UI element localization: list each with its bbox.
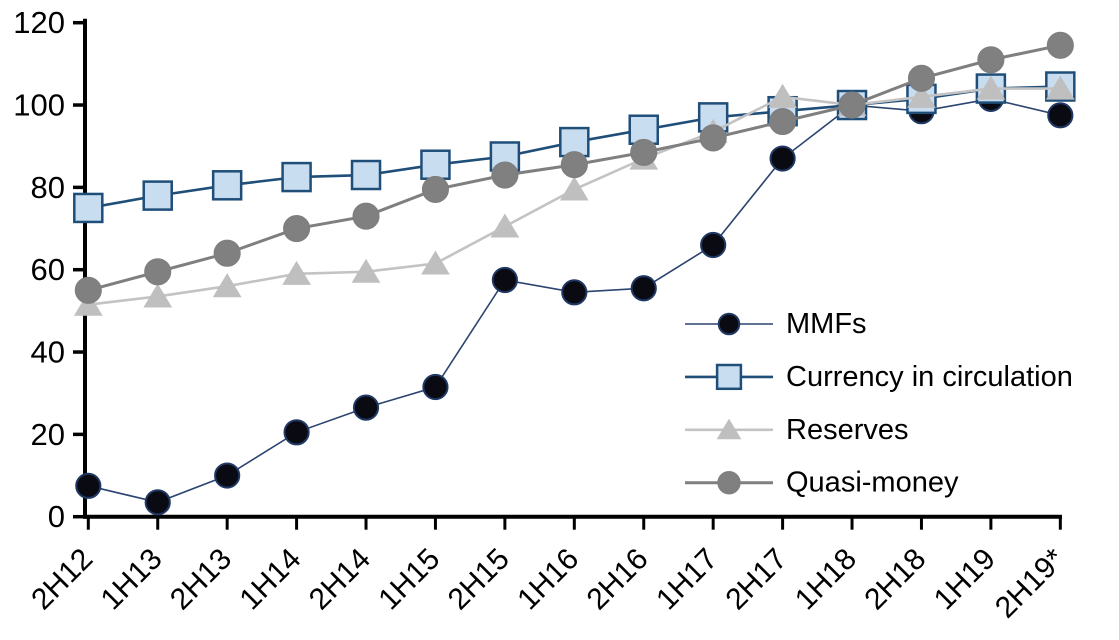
Reserves-marker — [212, 273, 242, 298]
x-axis-tick-label: 2H18 — [858, 542, 932, 616]
Reserves-marker — [421, 250, 450, 275]
y-axis-tick-label: 120 — [13, 5, 65, 40]
y-axis-tick-label: 80 — [31, 170, 65, 205]
Reserves-marker — [716, 418, 742, 440]
y-axis-tick-label: 20 — [31, 417, 65, 452]
y-axis-tick-label: 60 — [31, 252, 65, 287]
legend-label-Reserves: Reserves — [786, 414, 909, 446]
legend-item-MMFs: MMFs — [685, 308, 867, 340]
legend-label-Currency in circulation: Currency in circulation — [786, 361, 1073, 393]
Currency in circulation-marker — [350, 159, 382, 191]
Quasi-money-marker — [144, 258, 172, 286]
x-axis-tick-label: 1H15 — [372, 542, 446, 616]
legend-label-Quasi-money: Quasi-money — [786, 467, 959, 499]
Quasi-money-marker — [699, 124, 727, 152]
Currency in circulation-marker — [715, 363, 743, 391]
Reserves-marker — [559, 176, 589, 201]
x-axis-tick-label: 1H16 — [511, 542, 585, 616]
MMFs-marker — [144, 489, 171, 516]
Reserves-marker — [768, 83, 797, 108]
x-axis-tick-label: 1H19 — [928, 542, 1002, 616]
Quasi-money-marker — [769, 107, 797, 136]
x-axis-tick-label: 1H17 — [650, 542, 724, 616]
x-axis-tick-label: 1H13 — [95, 542, 169, 616]
Reserves-marker — [143, 283, 173, 308]
MMFs-marker — [214, 462, 241, 489]
MMFs-marker — [1047, 102, 1074, 129]
Currency in circulation-marker — [211, 170, 243, 201]
y-axis-tick-label: 40 — [31, 335, 65, 370]
series-Quasi-money — [74, 31, 1074, 304]
MMFs-marker — [769, 145, 796, 172]
x-axis-tick-label: 1H14 — [233, 542, 307, 616]
MMFs-marker — [561, 279, 588, 306]
Quasi-money-marker — [907, 64, 936, 92]
Quasi-money-marker — [717, 471, 741, 495]
Quasi-money-marker — [74, 276, 102, 304]
legend-item-Quasi-money: Quasi-money — [685, 467, 959, 499]
Currency in circulation-marker — [73, 192, 104, 224]
Quasi-money-marker — [213, 239, 241, 267]
Quasi-money-marker — [352, 202, 380, 230]
Reserves-marker — [490, 213, 520, 238]
Quasi-money-marker — [283, 214, 311, 243]
Quasi-money-marker — [630, 138, 658, 166]
x-axis-tick-label: 2H19* — [989, 542, 1072, 625]
x-axis-tick-label: 2H15 — [442, 542, 516, 616]
MMFs-marker — [491, 266, 518, 294]
legend-label-MMFs: MMFs — [786, 308, 867, 340]
MMFs-marker — [352, 394, 380, 421]
Quasi-money-marker — [421, 175, 450, 203]
y-axis-tick-label: 100 — [13, 88, 65, 123]
x-axis-tick-label: 2H17 — [720, 542, 794, 616]
Quasi-money-marker — [491, 161, 519, 189]
MMFs-marker — [422, 373, 449, 401]
x-axis-tick-label: 1H18 — [789, 542, 863, 616]
MMFs-marker — [283, 419, 310, 446]
MMFs-marker — [717, 312, 741, 336]
x-axis-tick-label: 2H13 — [164, 542, 238, 616]
Quasi-money-marker — [560, 151, 588, 179]
legend-item-Reserves: Reserves — [685, 414, 909, 446]
Quasi-money-marker — [838, 91, 866, 119]
Currency in circulation-marker — [142, 180, 173, 211]
Reserves-marker — [73, 291, 103, 316]
Reserves-marker — [351, 258, 381, 283]
Reserves-marker — [976, 75, 1006, 100]
x-axis-tick-label: 2H12 — [25, 542, 99, 616]
y-axis-tick-label: 0 — [48, 499, 65, 534]
Currency in circulation-marker — [281, 161, 312, 193]
MMFs-marker — [630, 275, 657, 302]
MMFs-marker — [75, 472, 102, 499]
x-axis-tick-label: 2H16 — [581, 542, 655, 616]
Reserves-marker — [1045, 75, 1075, 100]
Reserves-marker — [282, 260, 311, 285]
Currency in circulation-marker — [420, 149, 451, 180]
legend: MMFs Currency in circulation Reserves Quasi… — [685, 308, 1073, 499]
Quasi-money-marker — [1046, 31, 1074, 59]
legend-item-Currency in circulation: Currency in circulation — [685, 361, 1073, 393]
Reserves-marker — [907, 83, 936, 108]
Quasi-money-marker — [977, 46, 1005, 74]
x-axis-tick-label: 2H14 — [303, 542, 377, 616]
MMFs-marker — [700, 231, 727, 259]
